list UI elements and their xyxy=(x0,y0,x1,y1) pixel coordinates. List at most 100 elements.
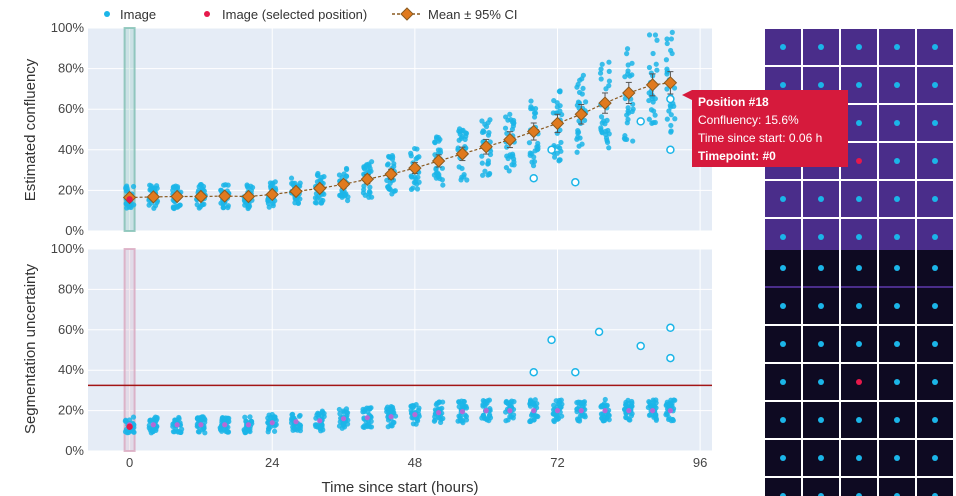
conf-image-point xyxy=(222,182,229,188)
unc-y-tick-label: 40% xyxy=(58,362,84,377)
conf-image-point xyxy=(246,203,253,209)
unc-image-point xyxy=(440,399,446,405)
conf-image-point xyxy=(672,116,678,122)
conf-well-dot xyxy=(818,44,824,50)
hover-tooltip: Position #18 Confluency: 15.6% Time sinc… xyxy=(682,90,848,167)
conf-image-point xyxy=(437,136,443,143)
conf-image-point xyxy=(606,59,612,65)
unc-image-point xyxy=(226,418,232,425)
conf-well-dot xyxy=(894,82,900,88)
unc-selected-time-fill xyxy=(124,249,135,451)
unc-image-point xyxy=(485,398,491,404)
conf-image-point xyxy=(366,194,372,200)
conf-image-point xyxy=(414,146,420,152)
mean-marker xyxy=(550,116,565,131)
unc-well-dot xyxy=(894,455,900,461)
unc-well-dot xyxy=(818,341,824,347)
legend[interactable]: Image Image (selected position) Mean ± 9… xyxy=(104,7,518,22)
conf-image-point xyxy=(225,204,231,211)
conf-image-point xyxy=(624,120,630,126)
unc-mean-point xyxy=(222,422,228,428)
uncertainty-well-grid[interactable] xyxy=(765,250,953,496)
unc-image-point xyxy=(511,412,517,418)
unc-image-point xyxy=(316,411,322,418)
unc-well-dot xyxy=(818,455,824,461)
unc-image-point xyxy=(337,411,343,417)
unc-well-dot xyxy=(818,303,824,309)
unc-image-point xyxy=(604,403,610,409)
unc-well-dot xyxy=(932,265,938,271)
conf-image-point xyxy=(414,186,421,192)
mean-marker xyxy=(289,184,303,199)
unc-well-dot xyxy=(780,455,786,461)
conf-image-point xyxy=(312,199,318,206)
conf-image-point xyxy=(603,132,609,138)
conf-selected-point xyxy=(126,196,133,203)
conf-image-point xyxy=(317,177,324,183)
mean-marker xyxy=(241,189,256,204)
unc-outlier-point xyxy=(547,335,556,345)
unc-image-point xyxy=(665,416,672,423)
conf-image-point xyxy=(194,202,200,208)
unc-y-tick-label: 80% xyxy=(58,281,84,296)
mean-marker xyxy=(146,190,161,204)
conf-image-point xyxy=(664,40,670,47)
conf-image-point xyxy=(385,161,391,167)
legend-image-label: Image xyxy=(120,7,156,22)
unc-well-dot xyxy=(932,341,938,347)
unc-image-point xyxy=(386,408,393,414)
unc-image-point xyxy=(297,428,303,434)
unc-well xyxy=(841,478,877,496)
unc-mean-point xyxy=(507,408,513,414)
unc-image-point xyxy=(147,417,153,423)
unc-image-point xyxy=(266,426,272,432)
unc-y-tick-label: 60% xyxy=(58,322,84,337)
unc-image-point xyxy=(123,417,129,423)
unc-well-dot xyxy=(856,303,862,309)
conf-image-point xyxy=(664,86,670,92)
unc-image-point xyxy=(579,400,585,406)
conf-image-point xyxy=(439,165,445,171)
conf-well-dot xyxy=(780,196,786,202)
x-axis-title: Time since start (hours) xyxy=(322,479,479,496)
tooltip-box xyxy=(682,90,848,167)
unc-image-point xyxy=(273,422,279,428)
conf-image-point xyxy=(433,166,439,172)
unc-outlier-point xyxy=(666,353,675,363)
unc-image-point xyxy=(459,402,465,408)
conf-image-point xyxy=(668,112,674,118)
conf-image-point xyxy=(648,107,655,113)
conf-image-point xyxy=(391,163,397,170)
unc-mean-point xyxy=(578,408,584,414)
conf-image-point xyxy=(509,151,516,157)
uncertainty-y-axis-title: Segmentation uncertainty xyxy=(22,263,39,434)
conf-image-point xyxy=(486,130,492,136)
unc-well-dot xyxy=(818,493,824,496)
unc-well-dot xyxy=(932,493,938,496)
conf-well-dot xyxy=(932,44,938,50)
conf-y-tick-label: 20% xyxy=(58,182,84,197)
confluency-plot-area[interactable] xyxy=(88,28,712,231)
mean-marker xyxy=(431,154,446,168)
mean-marker xyxy=(503,132,517,147)
conf-image-point xyxy=(650,99,656,105)
confluency-panel[interactable]: 0% 20% 40% 60% 80% 100% Estimated confluency xyxy=(22,20,712,238)
unc-image-point xyxy=(600,418,606,424)
conf-image-point xyxy=(604,139,611,145)
conf-image-point xyxy=(337,192,343,198)
unc-well-dot xyxy=(780,265,786,271)
unc-well-dot xyxy=(818,417,824,423)
conf-outlier-point xyxy=(636,117,645,126)
uncertainty-panel[interactable]: 0% 20% 40% 60% 80% 100% 0 24 48 72 96 Segmentatio… xyxy=(22,241,712,496)
mean-marker xyxy=(170,189,184,204)
legend-mean-marker xyxy=(400,7,414,21)
unc-image-point xyxy=(503,399,509,406)
conf-image-point xyxy=(668,122,674,129)
mean-marker xyxy=(622,86,636,100)
unc-image-point xyxy=(391,410,397,416)
conf-image-point xyxy=(416,154,422,160)
conf-image-point xyxy=(624,112,630,118)
unc-image-point xyxy=(388,404,394,410)
unc-image-point xyxy=(170,429,177,435)
unc-well-dot xyxy=(780,303,786,309)
